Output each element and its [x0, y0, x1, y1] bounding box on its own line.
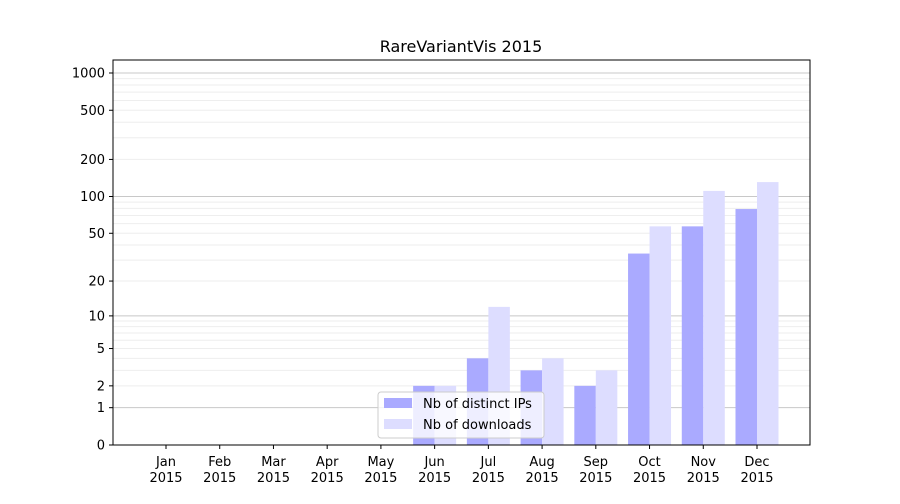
bar-downloads — [542, 358, 564, 445]
y-tick-label: 1000 — [72, 66, 105, 81]
x-tick-month: Nov — [691, 455, 717, 470]
bar-ips — [735, 209, 757, 445]
x-tick-month: May — [367, 455, 394, 470]
plot-frame — [112, 59, 811, 446]
legend-swatch — [384, 419, 412, 429]
x-tick-label: May 2015 — [364, 455, 397, 486]
x-tick-year: 2015 — [633, 471, 666, 486]
y-tick-label: 100 — [80, 190, 105, 205]
y-tick-label: 2 — [97, 379, 105, 394]
x-tick-label: Oct 2015 — [633, 455, 666, 486]
legend-box — [377, 391, 545, 439]
x-tick-month: Jul — [480, 455, 497, 470]
x-tick-label: Apr 2015 — [311, 455, 344, 486]
x-tick-year: 2015 — [418, 471, 451, 486]
x-tick-year: 2015 — [526, 471, 559, 486]
legend-label: Nb of downloads — [423, 418, 532, 433]
x-tick-label: Mar 2015 — [257, 455, 290, 486]
x-tick-month: Jan — [155, 455, 176, 470]
legend-label: Nb of distinct IPs — [423, 397, 532, 412]
bar-ips — [574, 385, 596, 445]
bar-ips — [681, 226, 704, 445]
y-tick-label: 10 — [88, 309, 105, 324]
y-tick-label: 50 — [88, 227, 105, 242]
y-tick-label: 0 — [97, 439, 105, 454]
x-tick-month: Aug — [529, 455, 554, 470]
x-tick-year: 2015 — [740, 471, 773, 486]
x-tick-label: Jul 2015 — [472, 455, 505, 486]
x-tick-year: 2015 — [203, 471, 236, 486]
x-tick-label: Jan 2015 — [149, 455, 182, 486]
x-tick-label: Nov 2015 — [687, 455, 720, 486]
chart-title: RareVariantVis 2015 — [380, 37, 543, 56]
x-tick-month: Sep — [584, 455, 609, 470]
x-tick-month: Jun — [423, 455, 444, 470]
bar-downloads — [757, 182, 779, 445]
x-tick-label: Jun 2015 — [418, 455, 451, 486]
y-tick-label: 5 — [97, 342, 105, 357]
y-tick-label: 20 — [88, 275, 105, 290]
x-tick-year: 2015 — [149, 471, 182, 486]
legend: Nb of distinct IPs Nb of downloads — [377, 391, 545, 439]
x-tick-year: 2015 — [579, 471, 612, 486]
bar-downloads — [649, 226, 672, 445]
x-tick-month: Mar — [261, 455, 286, 470]
x-tick-year: 2015 — [364, 471, 397, 486]
x-tick-year: 2015 — [472, 471, 505, 486]
x-tick-label: Aug 2015 — [526, 455, 559, 486]
y-tick-label: 1 — [97, 401, 105, 416]
bar-downloads — [703, 190, 725, 445]
y-axis: 0 1 2 5 10 20 50 100 200 500 1000 — [72, 66, 113, 454]
legend-swatch — [384, 398, 412, 408]
bar-downloads — [595, 370, 618, 445]
x-tick-month: Oct — [638, 455, 660, 470]
bar-ips — [628, 253, 650, 445]
x-tick-month: Feb — [208, 455, 231, 470]
x-tick-year: 2015 — [257, 471, 290, 486]
x-tick-label: Sep 2015 — [579, 455, 612, 486]
x-tick-year: 2015 — [687, 471, 720, 486]
y-tick-label: 200 — [80, 153, 105, 168]
x-tick-label: Dec 2015 — [740, 455, 773, 486]
y-tick-label: 500 — [80, 104, 105, 119]
x-tick-label: Feb 2015 — [203, 455, 236, 486]
x-tick-month: Dec — [744, 455, 769, 470]
x-tick-month: Apr — [316, 455, 339, 470]
x-tick-year: 2015 — [311, 471, 344, 486]
